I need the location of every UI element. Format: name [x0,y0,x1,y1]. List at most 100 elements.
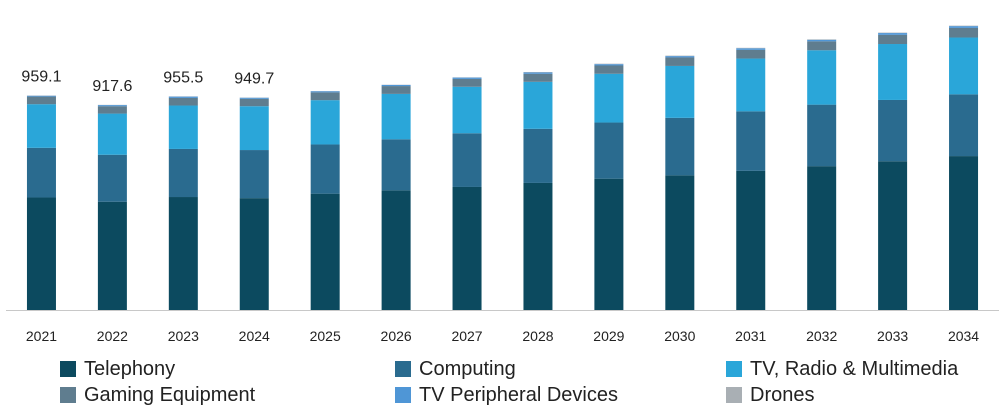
bar-segment-2030-gaming-equipment [665,57,695,66]
bar-segment-2029-gaming-equipment [594,65,624,74]
bar-segment-2022-telephony [97,201,127,310]
x-tick-label-2021: 2021 [26,328,57,344]
bar-segment-2032-tv-peripheral-devices [807,39,837,42]
legend-item-telephony: Telephony [60,356,175,382]
legend-label: Drones [750,383,815,406]
bar-segment-2034-tv-radio-multimedia [949,37,979,95]
bar-segment-2029-telephony [594,178,624,310]
total-label-2022: 917.6 [92,78,132,95]
legend-swatch [395,361,411,377]
x-tick-label-2029: 2029 [593,328,624,344]
legend-label: Gaming Equipment [84,383,256,406]
legend-swatch [60,361,76,377]
legend-item-tv-radio-multimedia: TV, Radio & Multimedia [726,356,958,382]
bar-segment-2027-tv-radio-multimedia [452,86,482,134]
bar-segment-2031-gaming-equipment [736,49,766,59]
bar-segment-2026-telephony [381,190,411,310]
bar-segment-2034-telephony [949,156,979,310]
bar-segment-2027-telephony [452,186,482,310]
bar-segment-2021-tv-radio-multimedia [26,104,56,148]
legend-swatch [60,387,76,403]
bar-segment-2022-tv-peripheral-devices [97,105,127,107]
legend-label: Telephony [84,357,176,380]
bar-segment-2022-tv-radio-multimedia [97,113,127,155]
bar-segment-2023-tv-peripheral-devices [168,96,198,98]
bar-segment-2031-computing [736,111,766,171]
bar-segment-2029-computing [594,122,624,179]
bar-segment-2021-telephony [26,197,56,310]
legend: Telephony Computing TV, Radio & Multimedia… [60,356,1000,416]
bar-segment-2028-gaming-equipment [523,73,553,82]
x-tick-label-2024: 2024 [239,328,270,344]
bar-segment-2030-tv-peripheral-devices [665,56,695,58]
bar-segment-2025-telephony [310,193,340,310]
bar-segment-2032-tv-radio-multimedia [807,50,837,105]
bar-segment-2023-computing [168,148,198,198]
legend-item-gaming-equipment: Gaming Equipment [60,382,255,408]
x-tick-label-2030: 2030 [664,328,695,344]
bar-segment-2030-telephony [665,175,695,310]
legend-item-drones: Drones [726,382,814,408]
bar-segment-2025-computing [310,144,340,194]
x-tick-label-2025: 2025 [310,328,341,344]
bar-segment-2032-gaming-equipment [807,41,837,51]
legend-item-computing: Computing [395,356,516,382]
x-tick-label-2022: 2022 [97,328,128,344]
bar-segment-2025-gaming-equipment [310,92,340,101]
bar-segment-2021-gaming-equipment [26,96,56,105]
bar-segment-2033-computing [878,99,908,162]
bar-segment-2028-tv-radio-multimedia [523,81,553,129]
bar-segment-2025-tv-radio-multimedia [310,100,340,145]
bar-segment-2027-gaming-equipment [452,78,482,87]
x-tick-label-2033: 2033 [877,328,908,344]
legend-label: TV Peripheral Devices [419,383,618,406]
legend-swatch [395,387,411,403]
bar-segment-2031-tv-peripheral-devices [736,48,766,50]
bar-segment-2028-computing [523,128,553,183]
x-tick-label-2031: 2031 [735,328,766,344]
x-tick-label-2027: 2027 [451,328,482,344]
bar-segment-2027-tv-peripheral-devices [452,77,482,79]
bar-segment-2022-computing [97,154,127,202]
legend-label: Computing [419,357,516,380]
bar-segment-2024-telephony [239,198,269,310]
bar-segment-2026-tv-radio-multimedia [381,93,411,140]
bar-segment-2032-telephony [807,166,837,310]
x-tick-label-2034: 2034 [948,328,979,344]
bar-segment-2026-gaming-equipment [381,86,411,94]
total-label-2021: 959.1 [21,68,61,85]
bar-segment-2029-tv-radio-multimedia [594,73,624,123]
bar-segment-2025-tv-peripheral-devices [310,91,340,93]
bar-segment-2028-tv-peripheral-devices [523,72,553,74]
bar-segment-2026-computing [381,139,411,191]
bar-segment-2028-telephony [523,182,553,310]
legend-item-tv-peripheral-devices: TV Peripheral Devices [395,382,618,408]
bar-segment-2032-computing [807,104,837,167]
x-tick-label-2023: 2023 [168,328,199,344]
chart-svg: 959.1 2021 917.6 2022 955.5 2023 949.7 2024 2025… [6,25,999,344]
bar-segment-2034-tv-peripheral-devices [949,26,979,28]
bar-segment-2029-tv-peripheral-devices [594,64,624,66]
bar-segment-2031-telephony [736,170,766,310]
bar-segment-2024-gaming-equipment [239,98,269,107]
bar-segment-2034-computing [949,94,979,157]
bar-segment-2024-tv-peripheral-devices [239,97,269,99]
total-label-2023: 955.5 [163,69,203,86]
bar-segment-2023-tv-radio-multimedia [168,105,198,149]
total-label-2024: 949.7 [234,70,274,87]
legend-label: TV, Radio & Multimedia [750,357,959,380]
bar-segment-2030-tv-radio-multimedia [665,65,695,118]
bar-segment-2033-gaming-equipment [878,34,908,45]
bar-segment-2021-tv-peripheral-devices [26,95,56,97]
bar-segment-2030-computing [665,117,695,176]
bar-segment-2027-computing [452,133,482,187]
x-tick-label-2032: 2032 [806,328,837,344]
bar-segment-2026-tv-peripheral-devices [381,84,411,87]
bar-segment-2033-tv-peripheral-devices [878,33,908,35]
bar-segment-2023-telephony [168,197,198,310]
bar-segment-2023-gaming-equipment [168,97,198,106]
bar-segment-2024-tv-radio-multimedia [239,106,269,151]
legend-swatch [726,387,742,403]
bar-segment-2021-computing [26,147,56,198]
